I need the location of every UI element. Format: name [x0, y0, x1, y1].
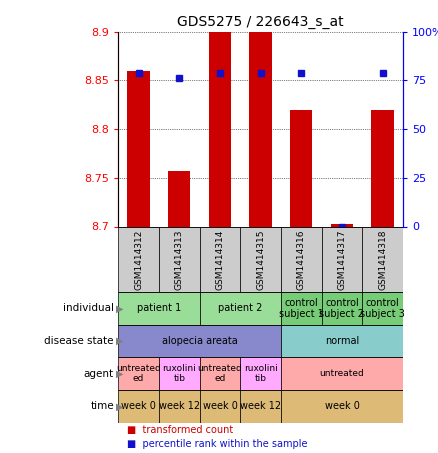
Text: disease state: disease state [44, 336, 114, 346]
Text: control
subject 2: control subject 2 [319, 298, 364, 319]
Text: control
subject 3: control subject 3 [360, 298, 405, 319]
Bar [331, 224, 353, 226]
Bar [321, 226, 362, 292]
Bar [249, 32, 272, 226]
Text: alopecia areata: alopecia areata [162, 336, 237, 346]
Bar [281, 357, 403, 390]
Text: ■  percentile rank within the sample: ■ percentile rank within the sample [127, 439, 307, 449]
Bar [281, 325, 403, 357]
Text: ■  transformed count: ■ transformed count [127, 425, 233, 435]
Text: ruxolini
tib: ruxolini tib [162, 364, 196, 383]
Bar [127, 71, 150, 226]
Bar [240, 226, 281, 292]
Text: time: time [90, 401, 114, 411]
Bar [240, 390, 281, 423]
Text: week 12: week 12 [159, 401, 200, 411]
Bar [240, 357, 281, 390]
Bar [159, 357, 200, 390]
Text: normal: normal [325, 336, 359, 346]
Text: ▶: ▶ [116, 369, 124, 379]
Text: ▶: ▶ [116, 304, 124, 313]
Bar [200, 292, 281, 325]
Bar [118, 325, 281, 357]
Text: GSM1414315: GSM1414315 [256, 229, 265, 289]
Text: untreated
ed: untreated ed [198, 364, 242, 383]
Text: GSM1414316: GSM1414316 [297, 229, 306, 289]
Bar [118, 292, 200, 325]
Bar [281, 292, 321, 325]
Text: ruxolini
tib: ruxolini tib [244, 364, 278, 383]
Text: week 0: week 0 [202, 401, 237, 411]
Text: ▶: ▶ [116, 401, 124, 411]
Text: week 0: week 0 [325, 401, 360, 411]
Bar [321, 292, 362, 325]
Bar [118, 357, 159, 390]
Text: GSM1414312: GSM1414312 [134, 229, 143, 289]
Bar [200, 226, 240, 292]
Bar [209, 32, 231, 226]
Text: patient 1: patient 1 [137, 304, 181, 313]
Text: individual: individual [63, 304, 114, 313]
Text: GSM1414313: GSM1414313 [175, 229, 184, 289]
Text: week 0: week 0 [121, 401, 156, 411]
Bar [362, 292, 403, 325]
Bar [200, 390, 240, 423]
Bar [159, 390, 200, 423]
Bar [290, 110, 312, 226]
Text: untreated: untreated [320, 369, 364, 378]
Bar [362, 226, 403, 292]
Bar [371, 110, 394, 226]
Text: GSM1414318: GSM1414318 [378, 229, 387, 289]
Title: GDS5275 / 226643_s_at: GDS5275 / 226643_s_at [177, 15, 344, 29]
Text: control
subject 1: control subject 1 [279, 298, 324, 319]
Bar [168, 171, 191, 226]
Text: untreated
ed: untreated ed [116, 364, 161, 383]
Bar [281, 390, 403, 423]
Text: GSM1414314: GSM1414314 [215, 229, 224, 289]
Text: ▶: ▶ [116, 336, 124, 346]
Bar [159, 226, 200, 292]
Text: GSM1414317: GSM1414317 [337, 229, 346, 289]
Text: agent: agent [84, 369, 114, 379]
Bar [200, 357, 240, 390]
Text: patient 2: patient 2 [218, 304, 262, 313]
Bar [118, 226, 159, 292]
Bar [118, 390, 159, 423]
Text: week 12: week 12 [240, 401, 281, 411]
Bar [281, 226, 321, 292]
